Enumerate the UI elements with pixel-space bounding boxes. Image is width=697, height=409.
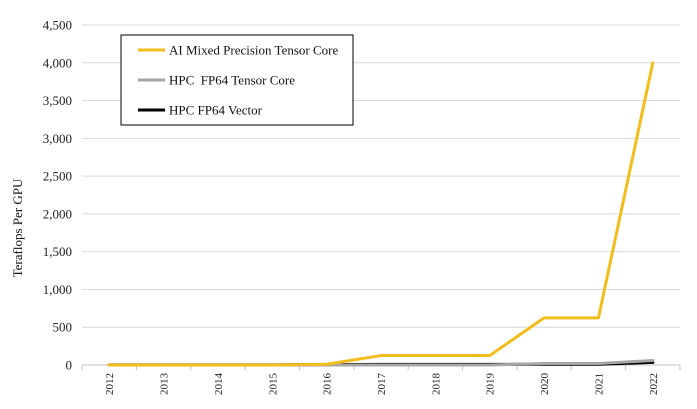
legend-label: HPC FP64 Tensor Core [169, 73, 295, 88]
x-tick-label: 2017 [376, 373, 388, 396]
legend-label: HPC FP64 Vector [169, 103, 263, 118]
y-tick-label: 4,500 [43, 18, 72, 33]
x-tick-label: 2021 [593, 373, 605, 395]
series-lines [107, 61, 655, 367]
x-tick-label: 2016 [322, 373, 334, 396]
x-tick-label: 2022 [648, 373, 660, 395]
legend-label: AI Mixed Precision Tensor Core [169, 43, 338, 58]
y-tick-label: 0 [66, 358, 73, 373]
x-tick-label: 2020 [539, 373, 551, 396]
y-tick-label: 500 [53, 320, 73, 335]
legend: AI Mixed Precision Tensor Core HPC FP64 T… [120, 34, 354, 126]
x-tick-label: 2012 [104, 373, 116, 395]
x-tick-label: 2015 [267, 373, 279, 396]
y-tick-label: 3,500 [43, 93, 72, 108]
y-tick-label: 4,000 [43, 55, 72, 70]
series-line [107, 61, 655, 367]
x-tick-label: 2014 [213, 373, 225, 396]
x-tick-label: 2018 [430, 373, 442, 396]
y-tick-label: 2,500 [43, 169, 72, 184]
y-tick-label: 2,000 [43, 206, 72, 221]
y-tick-label: 3,000 [43, 131, 72, 146]
y-tick-label: 1,000 [43, 282, 72, 297]
y-axis-title: Teraflops Per GPU [10, 178, 25, 277]
x-tick-label: 2013 [159, 373, 171, 396]
y-tick-label: 1,500 [43, 244, 72, 259]
x-tick-label: 2019 [485, 373, 497, 396]
